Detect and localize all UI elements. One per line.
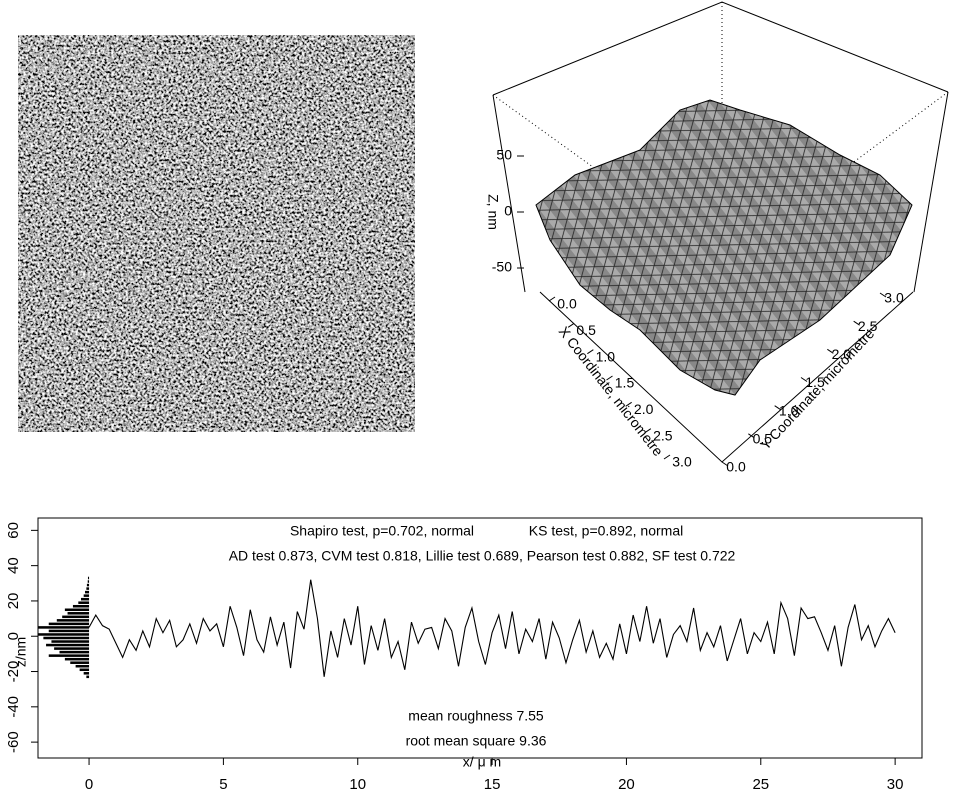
y-tick-label: -20 [5,661,22,683]
x-tick-label: 3.0 [672,454,692,470]
histogram-bar [86,675,90,679]
histogram-bar [64,608,90,612]
y-tick [853,320,860,326]
y-tick [774,405,781,411]
histogram-bar [38,633,90,636]
x-tick-label: 15 [484,776,501,793]
x-tick-label: 2.0 [634,401,654,417]
x-tick-label: 25 [752,776,769,793]
y-tick-label: 40 [5,557,22,574]
z-tick-label: -50 [492,259,512,275]
x-tick-label: 20 [618,776,635,793]
annotation: mean roughness 7.55 [408,708,544,724]
histogram-bar [48,629,90,633]
y-tick-label: 2.0 [832,346,852,362]
y-tick-label: 2.5 [858,318,878,334]
x-tick [587,349,594,355]
histogram-bar [70,661,90,664]
histogram-bar [85,590,90,594]
histogram-bar [38,626,90,629]
histogram-bar [86,587,90,590]
histogram-bar [56,619,90,622]
y-tick-label: 60 [5,522,22,539]
histogram-bar [54,647,90,650]
y-tick-label: 1.5 [805,374,825,390]
histogram-bar [62,615,90,619]
x-tick-label: 5 [219,776,227,793]
histogram-bar [48,654,90,657]
x-tick-label: 0 [85,776,93,793]
x-tick-label: 1.5 [615,375,635,391]
x-tick-label: 30 [887,776,904,793]
x-axis-title: X Coordinate, micrometre [556,323,667,459]
x-axis-title: x/ μ m [463,754,501,770]
histogram-bar [64,657,90,661]
y-tick-label: -40 [5,696,22,718]
histogram-bar [67,612,90,615]
x-tick-label: 2.5 [653,427,673,443]
x-tick-label: 0.0 [557,296,577,312]
x-tick [663,454,671,460]
histogram-bar [83,594,90,597]
x-tick-label: 1.0 [596,348,616,364]
x-tick [548,296,556,302]
histogram-bar [87,580,90,583]
x-tick [606,375,613,381]
y-axis-title: z/nm [13,637,29,667]
y-tick [827,348,834,354]
y-tick-label: 20 [5,593,22,610]
x-tick [625,401,632,407]
histogram-bar [80,597,90,601]
histogram-bar [51,640,90,643]
histogram-bar [46,643,90,647]
y-tick [748,433,755,439]
histogram-bar [72,604,90,608]
annotation: AD test 0.873, CVM test 0.818, Lillie te… [229,548,736,564]
y-tick-label: 0 [5,632,22,640]
z-tick-label: 0 [504,203,512,219]
x-tick [644,428,652,434]
annotation: KS test, p=0.892, normal [529,523,683,539]
z-axis-title: Z, nm [485,194,501,230]
y-tick [800,377,808,382]
histogram-bar [78,601,90,604]
y-tick-label: 3.0 [884,290,904,306]
plot-frame [37,517,923,759]
histogram-bar [83,672,90,675]
histogram-bar [59,650,90,654]
x-tick [567,322,575,328]
annotation: root mean square 9.36 [406,733,547,749]
histogram-bar [43,636,90,640]
x-tick-label: 0.5 [576,322,596,338]
profile-line [88,579,896,677]
y-tick-label: 0.5 [753,431,773,447]
y-tick [879,292,887,298]
histogram-bar [75,664,90,668]
histogram-bar [48,622,90,626]
surface [535,99,913,396]
y-tick-label: 0.0 [726,459,746,475]
x-tick-label: 10 [349,776,366,793]
afm-image-texture [18,35,415,432]
y-tick-label: -60 [5,731,22,753]
y-tick-label: 1.0 [779,402,799,418]
annotation: Shapiro test, p=0.702, normal [290,523,474,539]
z-tick-label: 50 [496,147,512,163]
histogram-bar [86,583,90,587]
histogram-bar [79,668,90,672]
histogram-bar [87,576,90,580]
y-tick [721,461,729,467]
